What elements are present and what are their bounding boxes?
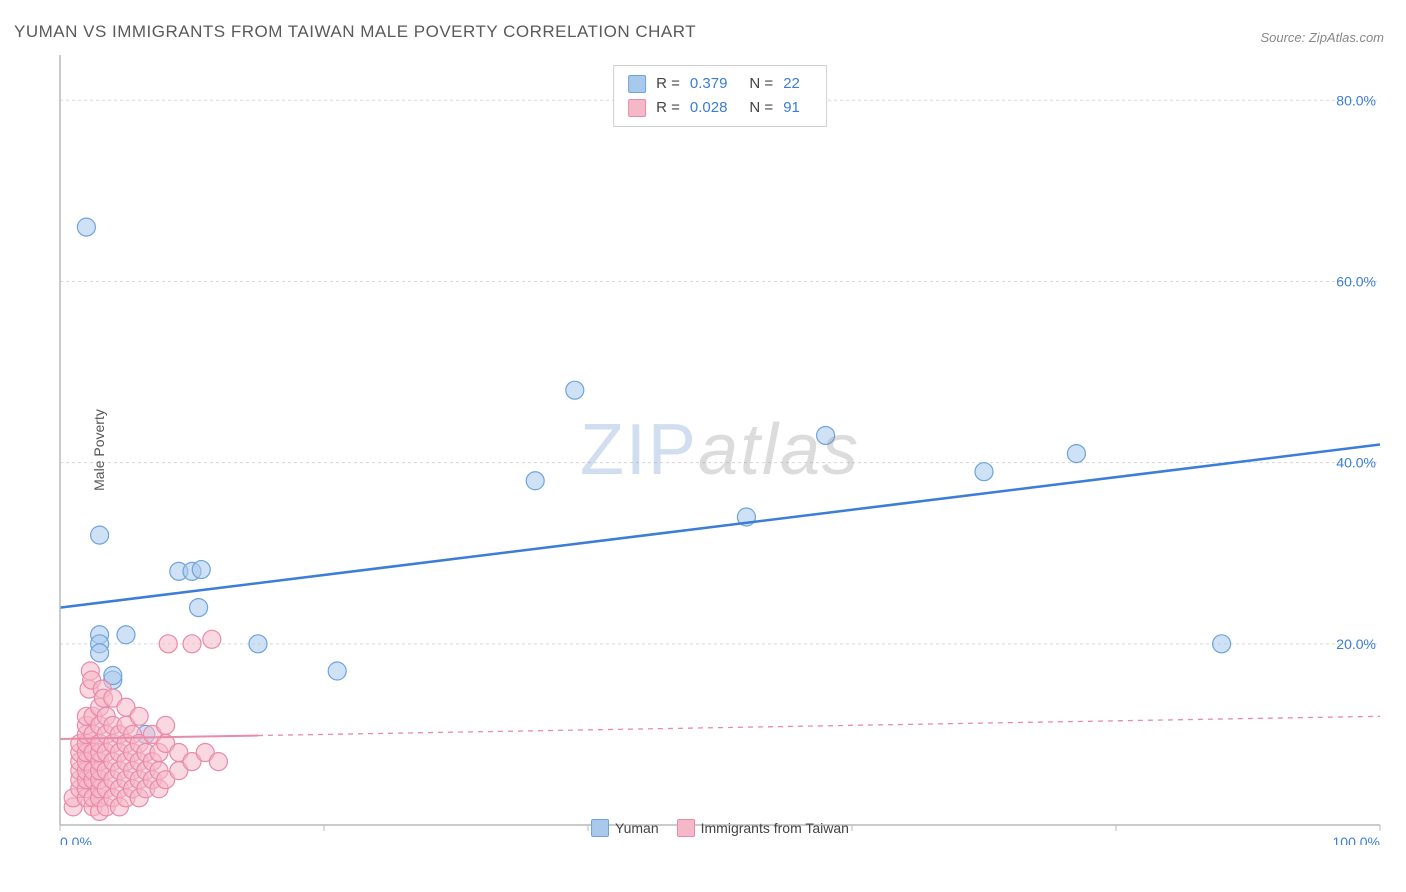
- y-axis-label: Male Poverty: [91, 409, 107, 491]
- data-point: [209, 753, 227, 771]
- r-value: 0.028: [690, 96, 728, 120]
- trend-line: [60, 445, 1380, 608]
- legend-swatch: [677, 819, 695, 837]
- y-tick-label: 60.0%: [1336, 273, 1376, 289]
- data-point: [249, 635, 267, 653]
- legend-label: Yuman: [615, 820, 659, 836]
- legend-swatch: [628, 75, 646, 93]
- legend-label: Immigrants from Taiwan: [701, 820, 849, 836]
- data-point: [975, 463, 993, 481]
- r-label: R =: [656, 72, 680, 96]
- data-point: [159, 635, 177, 653]
- legend-stat-row: R = 0.028 N = 91: [628, 96, 812, 120]
- data-point: [566, 381, 584, 399]
- data-point: [203, 630, 221, 648]
- data-point: [526, 472, 544, 490]
- legend-stat-row: R = 0.379 N = 22: [628, 72, 812, 96]
- n-value: 22: [783, 72, 800, 96]
- chart-title: YUMAN VS IMMIGRANTS FROM TAIWAN MALE POV…: [14, 22, 696, 42]
- data-point: [183, 635, 201, 653]
- r-value: 0.379: [690, 72, 728, 96]
- legend-series: Yuman Immigrants from Taiwan: [591, 819, 849, 837]
- legend-swatch: [591, 819, 609, 837]
- data-point: [77, 218, 95, 236]
- data-point: [328, 662, 346, 680]
- data-point: [1067, 445, 1085, 463]
- n-label: N =: [749, 72, 773, 96]
- legend-item: Immigrants from Taiwan: [677, 819, 849, 837]
- y-tick-label: 20.0%: [1336, 636, 1376, 652]
- chart-container: Male Poverty R =0.379N =22R =0.028N =91 …: [50, 55, 1390, 845]
- n-label: N =: [749, 96, 773, 120]
- n-value: 91: [783, 96, 800, 120]
- legend-swatch: [628, 99, 646, 117]
- source-attribution: Source: ZipAtlas.com: [1260, 30, 1384, 45]
- data-point: [192, 561, 210, 579]
- data-point: [130, 707, 148, 725]
- y-tick-label: 40.0%: [1336, 455, 1376, 471]
- data-point: [817, 426, 835, 444]
- data-point: [117, 626, 135, 644]
- x-tick-label: 100.0%: [1333, 834, 1380, 845]
- trend-line: [258, 716, 1380, 735]
- data-point: [190, 599, 208, 617]
- legend-item: Yuman: [591, 819, 659, 837]
- data-point: [1213, 635, 1231, 653]
- x-tick-label: 0.0%: [60, 834, 92, 845]
- scatter-plot: 20.0% 40.0% 60.0% 80.0% 0.0% 100.0%: [50, 55, 1390, 845]
- data-point: [91, 644, 109, 662]
- r-label: R =: [656, 96, 680, 120]
- data-point: [157, 716, 175, 734]
- data-point: [91, 526, 109, 544]
- y-tick-label: 80.0%: [1336, 92, 1376, 108]
- legend-stats: R = 0.379 N = 22 R = 0.028 N = 91: [613, 65, 827, 127]
